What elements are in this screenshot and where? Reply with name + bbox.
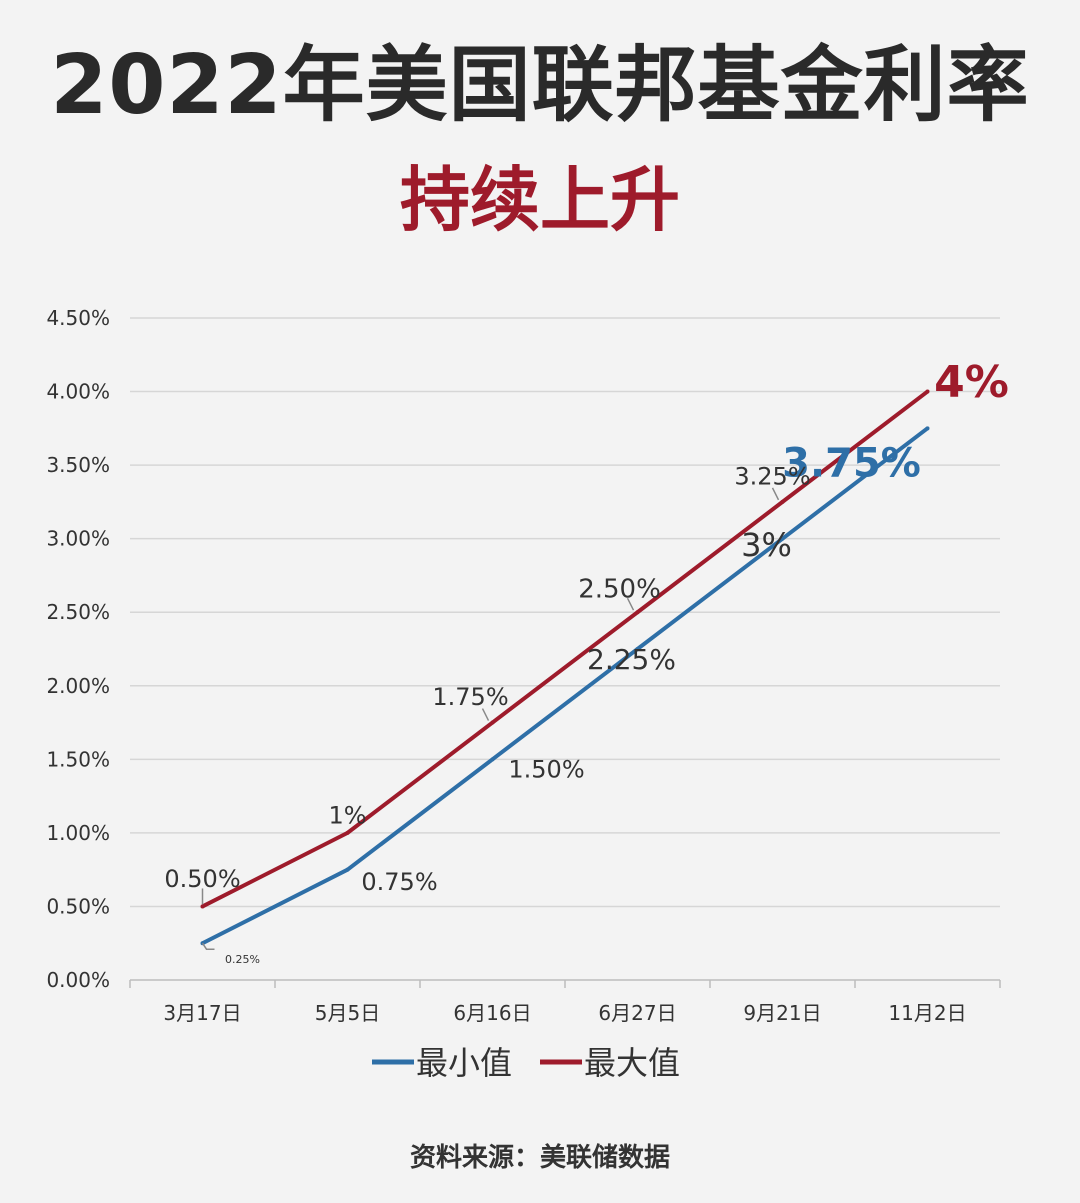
y-axis-ticks: 0.00% 0.50% 1.00% 1.50% 2.00% 2.50% 3.00% 3.50%… — [46, 306, 110, 992]
series-line-最大值 — [201, 389, 929, 909]
y-tick-label: 3.50% — [46, 453, 110, 477]
grid-lines — [130, 317, 1000, 908]
y-tick-label: 4.00% — [46, 380, 110, 404]
chart-subtitle: 持续上升 — [400, 159, 680, 241]
legend-label: 最小值 — [416, 1044, 512, 1082]
x-tick-label: 11月2日 — [888, 1001, 966, 1025]
y-tick-label: 0.00% — [46, 968, 110, 992]
chart-title: 2022年美国联邦基金利率 — [50, 38, 1030, 133]
legend-label: 最大值 — [584, 1044, 680, 1082]
x-tick-label: 3月17日 — [163, 1001, 241, 1025]
leader-line — [201, 942, 215, 950]
leader-line — [771, 487, 780, 501]
data-label: 1% — [328, 801, 366, 829]
y-tick-label: 1.50% — [46, 747, 110, 771]
data-point — [490, 757, 495, 762]
x-axis: 3月17日 5月5日 6月16日 6月27日 9月21日 11月2日 — [129, 979, 1001, 1025]
data-label: 3.75% — [782, 440, 921, 486]
y-tick-label: 1.00% — [46, 821, 110, 845]
x-tick-label: 6月27日 — [598, 1001, 676, 1025]
series-line-最小值 — [201, 426, 929, 946]
series-lines — [200, 389, 930, 946]
line-chart: 0.00% 0.50% 1.00% 1.50% 2.00% 2.50% 3.00% 3.50%… — [46, 306, 1008, 1082]
leader-line — [481, 708, 490, 721]
data-label: 0.50% — [164, 865, 240, 893]
data-label: 0.75% — [361, 868, 437, 896]
data-point — [345, 830, 350, 835]
data-point — [780, 499, 785, 504]
data-point — [635, 610, 640, 615]
data-point — [490, 720, 495, 725]
data-label: 4% — [934, 357, 1009, 408]
data-label: 1.50% — [508, 756, 584, 784]
data-point — [345, 867, 350, 872]
leader-line — [626, 597, 635, 611]
data-point — [200, 904, 205, 909]
source-note: 资料来源：美联储数据 — [409, 1143, 670, 1173]
data-label: 2.25% — [587, 643, 676, 676]
legend: 最小值 最大值 — [372, 1044, 680, 1082]
y-tick-label: 2.00% — [46, 674, 110, 698]
data-label: 0.25% — [225, 953, 260, 966]
data-label: 3% — [741, 526, 792, 564]
data-label: 3.25% — [734, 462, 810, 490]
y-tick-label: 2.50% — [46, 600, 110, 624]
data-label: 2.50% — [578, 574, 661, 604]
data-point — [925, 389, 930, 394]
data-label: 1.75% — [432, 683, 508, 711]
x-tick-label: 5月5日 — [315, 1001, 380, 1025]
data-labels: 0.25% 0.75% 1.50% 2.25% 3% 3.75% 0.50% 1% 1.75% 2… — [164, 357, 1008, 966]
x-tick-label: 6月16日 — [453, 1001, 531, 1025]
y-tick-label: 0.50% — [46, 894, 110, 918]
data-point — [780, 536, 785, 541]
x-tick-label: 9月21日 — [743, 1001, 821, 1025]
y-tick-label: 3.00% — [46, 527, 110, 551]
y-tick-label: 4.50% — [46, 306, 110, 330]
data-point — [635, 647, 640, 651]
data-point — [925, 426, 930, 431]
